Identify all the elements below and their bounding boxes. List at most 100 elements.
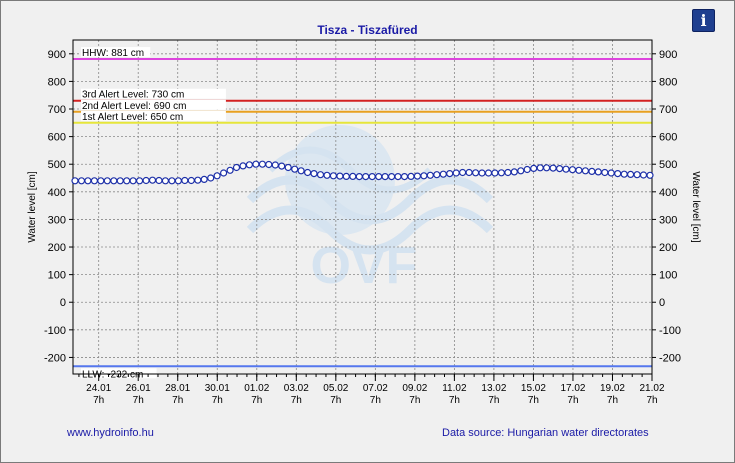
plot-area-border xyxy=(72,39,653,375)
data-point xyxy=(639,171,648,179)
data-point xyxy=(400,173,409,181)
reference-label-bg xyxy=(81,368,157,379)
data-point xyxy=(575,166,583,174)
data-point xyxy=(232,163,241,172)
x-tick-label: 17.02 xyxy=(560,383,585,394)
data-point xyxy=(588,167,596,175)
x-tick-label: 28.01 xyxy=(165,383,190,394)
x-tick-label: 21.02 xyxy=(639,383,664,394)
data-point xyxy=(226,166,234,174)
reference-label: HHW: 881 cm xyxy=(82,48,144,59)
x-tick-sublabel: 7h xyxy=(409,395,420,406)
y-tick-label-right: -100 xyxy=(659,325,681,337)
y-axis-label-right: Water level [cm] xyxy=(690,171,701,243)
data-point xyxy=(542,164,551,172)
y-tick-label-left: 500 xyxy=(48,159,66,171)
x-tick-label: 09.02 xyxy=(402,383,427,394)
reference-label: LLW: -232 cm xyxy=(82,369,143,380)
data-point xyxy=(510,168,518,176)
data-point xyxy=(187,176,195,185)
data-point xyxy=(174,177,182,185)
x-tick-sublabel: 7h xyxy=(488,395,499,406)
data-point xyxy=(148,176,157,184)
data-point xyxy=(381,173,389,181)
y-tick-label-left: 700 xyxy=(48,104,66,116)
x-tick-sublabel: 7h xyxy=(93,395,104,406)
x-tick-sublabel: 7h xyxy=(212,395,223,406)
data-point xyxy=(355,173,363,181)
y-tick-label-left: 300 xyxy=(48,214,66,226)
x-tick-sublabel: 7h xyxy=(133,395,144,406)
website-link[interactable]: www.hydroinfo.hu xyxy=(67,427,154,439)
data-point xyxy=(646,171,654,179)
data-point xyxy=(245,161,253,169)
data-point xyxy=(116,177,124,185)
data-point xyxy=(375,173,383,181)
data-point xyxy=(594,168,602,176)
data-point xyxy=(420,172,428,180)
y-tick-label-left: 800 xyxy=(48,76,66,88)
data-point xyxy=(123,177,131,185)
data-point xyxy=(536,164,544,172)
x-tick-label: 03.02 xyxy=(284,383,309,394)
data-point xyxy=(620,170,628,178)
data-point xyxy=(504,168,512,177)
data-point xyxy=(200,175,208,183)
data-point xyxy=(491,169,499,177)
data-point xyxy=(71,177,79,185)
data-point xyxy=(368,173,376,181)
data-point xyxy=(517,167,525,175)
y-tick-label-left: 600 xyxy=(48,132,66,144)
data-point xyxy=(452,169,460,177)
data-point xyxy=(103,177,111,185)
y-axis-label-left: Water level [cm] xyxy=(27,171,38,243)
data-point xyxy=(446,170,454,178)
data-point xyxy=(213,172,221,180)
reference-label-bg xyxy=(81,88,226,99)
x-tick-sublabel: 7h xyxy=(370,395,381,406)
x-tick-sublabel: 7h xyxy=(646,395,657,406)
x-tick-sublabel: 7h xyxy=(567,395,578,406)
data-point xyxy=(329,172,337,180)
data-point xyxy=(252,160,260,168)
chart-title: Tisza - Tiszafüred xyxy=(317,23,418,37)
data-point xyxy=(633,171,641,179)
data-point xyxy=(297,167,305,175)
data-point xyxy=(388,173,396,181)
data-point xyxy=(497,169,505,177)
data-point xyxy=(129,177,137,185)
data-point xyxy=(265,160,273,169)
data-point xyxy=(136,177,144,185)
data-point xyxy=(239,162,247,170)
data-point xyxy=(349,172,357,180)
data-point xyxy=(77,177,86,185)
data-point xyxy=(155,176,163,185)
data-point xyxy=(142,176,150,185)
y-tick-label-left: 900 xyxy=(48,49,66,61)
data-point xyxy=(271,161,279,169)
y-tick-label-right: 0 xyxy=(659,297,665,309)
data-point xyxy=(459,168,467,177)
x-tick-sublabel: 7h xyxy=(330,395,341,406)
x-tick-label: 05.02 xyxy=(323,383,348,394)
data-point xyxy=(336,172,344,180)
data-point xyxy=(291,165,299,173)
data-point xyxy=(323,171,331,179)
data-source-text: Data source: Hungarian water directorate… xyxy=(442,427,649,439)
data-point xyxy=(168,177,176,185)
data-point xyxy=(161,177,169,185)
x-tick-sublabel: 7h xyxy=(291,395,302,406)
data-point xyxy=(194,176,202,184)
reference-label: 3rd Alert Level: 730 cm xyxy=(82,90,184,101)
data-point xyxy=(110,177,118,185)
data-point xyxy=(626,170,635,178)
x-tick-sublabel: 7h xyxy=(251,395,262,406)
info-icon[interactable]: i xyxy=(692,9,715,32)
y-tick-label-right: -200 xyxy=(659,352,681,364)
x-tick-label: 11.02 xyxy=(442,383,467,394)
data-point xyxy=(562,165,570,173)
data-point xyxy=(568,166,577,174)
x-tick-label: 01.02 xyxy=(244,383,269,394)
reference-label-bg xyxy=(81,47,151,58)
